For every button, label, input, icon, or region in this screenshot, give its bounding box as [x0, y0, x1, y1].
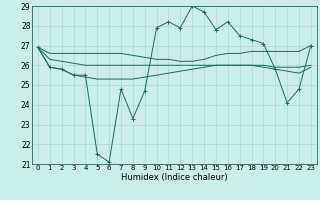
X-axis label: Humidex (Indice chaleur): Humidex (Indice chaleur) [121, 173, 228, 182]
